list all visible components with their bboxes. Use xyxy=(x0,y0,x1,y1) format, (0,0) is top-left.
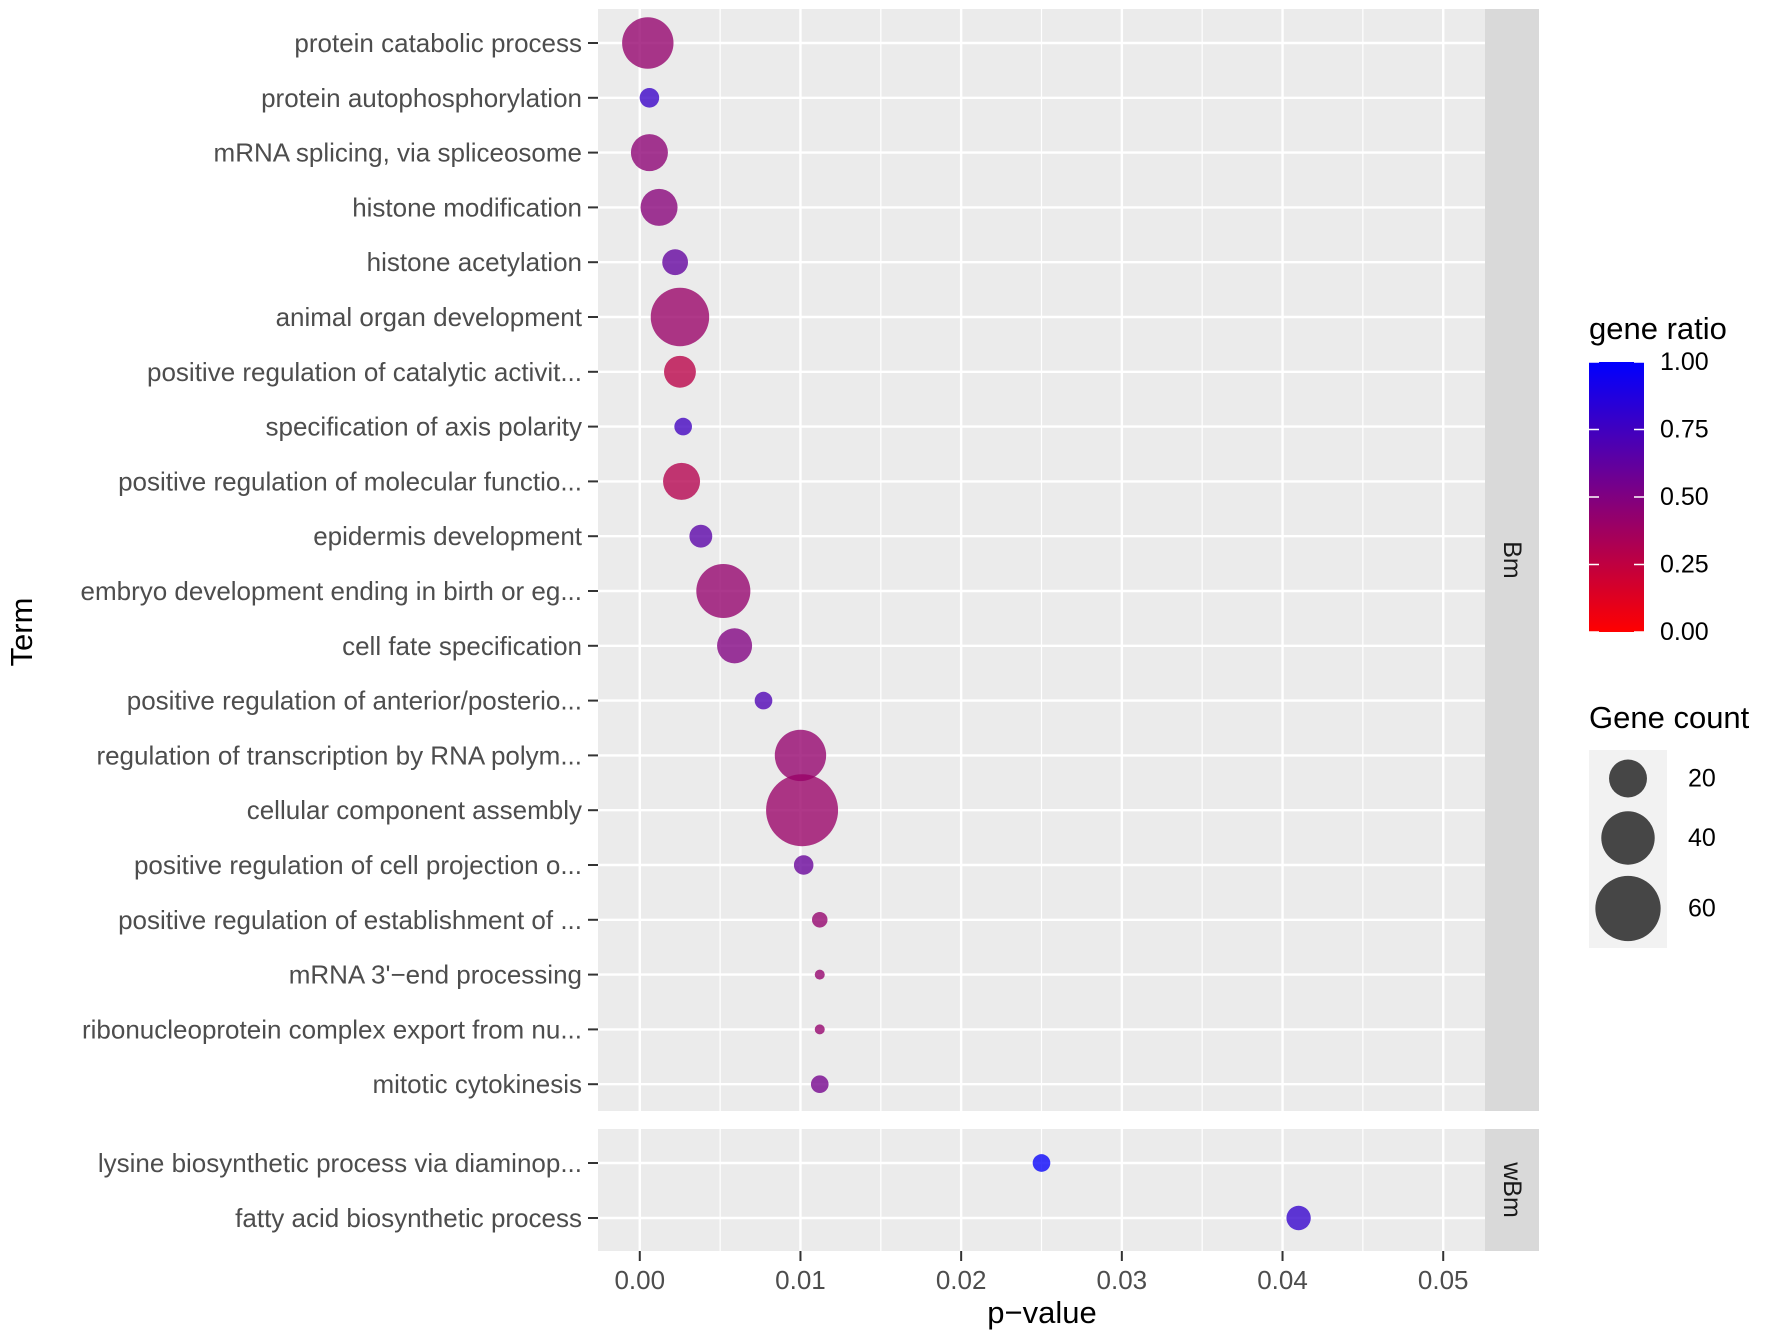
y-tick-label: protein autophosphorylation xyxy=(261,83,582,113)
y-tick-label: positive regulation of anterior/posterio… xyxy=(127,686,582,716)
y-tick-label: protein catabolic process xyxy=(294,28,582,58)
y-tick-label: lysine biosynthetic process via diaminop… xyxy=(98,1148,582,1178)
size-legend-label: 40 xyxy=(1688,824,1716,852)
facet-strip xyxy=(1485,1129,1539,1251)
data-point xyxy=(754,691,773,710)
facet-strip-label: Bm xyxy=(1498,541,1526,579)
facet-panels: Bm wBm xyxy=(598,9,1539,1251)
data-point xyxy=(814,969,825,980)
facet-strip xyxy=(1485,9,1539,1111)
data-point xyxy=(663,462,701,500)
y-tick-label: ribonucleoprotein complex export from nu… xyxy=(82,1014,582,1044)
size-legend-circle xyxy=(1595,875,1661,942)
size-legend-label: 60 xyxy=(1688,895,1716,923)
y-tick-label: positive regulation of catalytic activit… xyxy=(147,357,582,387)
data-point xyxy=(696,563,751,619)
data-point xyxy=(1286,1205,1311,1231)
color-legend-label: 0.25 xyxy=(1660,551,1709,579)
x-axis: 0.00 0.01 0.02 0.03 0.04 0.05 xyxy=(614,1251,1469,1295)
color-legend-label: 0.50 xyxy=(1660,483,1709,511)
x-tick-label: 0.00 xyxy=(614,1265,665,1295)
size-legend-circle xyxy=(1609,759,1647,798)
x-tick-label: 0.02 xyxy=(936,1265,987,1295)
data-point xyxy=(622,17,674,69)
x-tick-label: 0.04 xyxy=(1257,1265,1308,1295)
data-point xyxy=(1032,1154,1051,1172)
y-tick-label: mRNA 3'−end processing xyxy=(289,960,582,990)
x-tick-label: 0.03 xyxy=(1097,1265,1148,1295)
y-tick-label: cell fate specification xyxy=(342,631,582,661)
y-tick-label: positive regulation of molecular functio… xyxy=(118,466,582,496)
color-legend-title: gene ratio xyxy=(1589,311,1727,346)
y-tick-label: positive regulation of cell projection o… xyxy=(134,850,582,880)
y-axis-title: Term xyxy=(4,598,39,667)
x-tick-label: 0.05 xyxy=(1418,1265,1469,1295)
x-tick-label: 0.01 xyxy=(775,1265,826,1295)
facet-panel-Bm: Bm xyxy=(598,9,1539,1111)
data-point xyxy=(689,524,713,548)
data-point xyxy=(640,188,678,226)
y-tick-label: cellular component assembly xyxy=(247,795,582,825)
color-legend-label: 1.00 xyxy=(1660,348,1709,376)
size-legend-label: 20 xyxy=(1688,765,1716,793)
data-point xyxy=(811,912,828,928)
y-tick-label: embryo development ending in birth or eg… xyxy=(80,576,582,606)
data-point xyxy=(662,249,689,276)
y-tick-label: animal organ development xyxy=(276,302,583,332)
color-legend-label: 0.75 xyxy=(1660,416,1709,444)
y-tick-label: specification of axis polarity xyxy=(266,412,582,442)
x-axis-title: p−value xyxy=(987,1295,1096,1330)
y-tick-label: positive regulation of establishment of … xyxy=(118,905,582,935)
data-point xyxy=(774,729,827,782)
y-tick-label: histone acetylation xyxy=(367,247,582,277)
y-tick-label: regulation of transcription by RNA polym… xyxy=(96,740,582,770)
legends: gene ratio Gene count 1.00 0.75 0.50 0.25 0.… xyxy=(1589,311,1750,948)
y-tick-label: epidermis development xyxy=(313,521,583,551)
facet-strip-label: wBm xyxy=(1498,1161,1526,1218)
size-legend-circle xyxy=(1601,811,1655,865)
data-point xyxy=(663,355,696,388)
y-tick-label: mitotic cytokinesis xyxy=(373,1069,583,1099)
y-tick-label: mRNA splicing, via spliceosome xyxy=(214,138,582,168)
data-point xyxy=(674,417,692,436)
y-tick-label: histone modification xyxy=(352,192,582,222)
color-legend-label: 0.00 xyxy=(1660,618,1709,646)
data-point xyxy=(810,1075,829,1094)
data-point xyxy=(766,774,839,847)
data-point xyxy=(630,134,668,172)
data-point xyxy=(814,1024,825,1035)
data-point xyxy=(717,628,753,664)
data-point xyxy=(639,88,660,108)
data-point xyxy=(793,855,814,875)
data-point xyxy=(650,287,710,347)
size-legend-title: Gene count xyxy=(1589,700,1750,735)
facet-panel-wBm: wBm xyxy=(598,1129,1539,1251)
y-tick-label: fatty acid biosynthetic process xyxy=(235,1203,582,1233)
y-axis-tick-labels: protein catabolic process protein autopho… xyxy=(80,28,598,1233)
